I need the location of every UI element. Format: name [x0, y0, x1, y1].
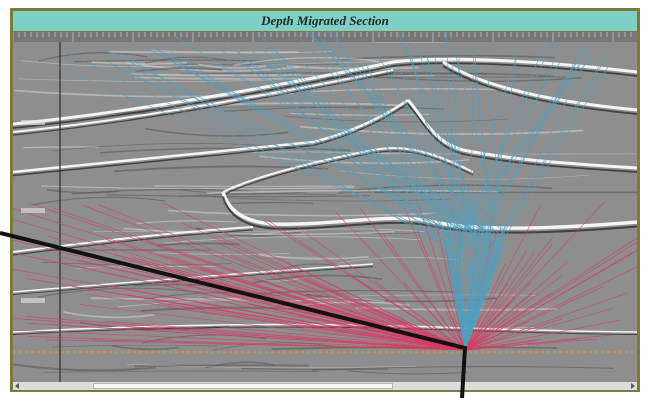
seismic-canvas — [13, 32, 637, 382]
reflector-6 — [221, 191, 637, 230]
reflector-2 — [442, 60, 637, 112]
arrow-left-icon[interactable] — [15, 383, 19, 389]
reflector-0 — [13, 57, 637, 126]
scrollbar-thumb[interactable] — [93, 383, 393, 389]
reflector-7 — [13, 226, 254, 253]
reflector-shadow-4 — [407, 103, 637, 173]
reflector-shadow-1 — [13, 72, 394, 136]
reflector-shadow-2 — [442, 65, 637, 115]
depth-label-mark-0 — [21, 120, 45, 125]
reflector-1 — [13, 69, 394, 133]
depth-label-mark-2 — [21, 298, 45, 303]
horizontal-scrollbar[interactable] — [13, 382, 637, 390]
depth-label-mark-1 — [21, 208, 45, 213]
reflector-shadow-3 — [13, 102, 409, 177]
reflector-shadow-6 — [221, 196, 637, 234]
arrow-right-icon[interactable] — [631, 383, 635, 389]
seismic-section-view[interactable] — [13, 32, 637, 382]
reflector-shadow-5 — [222, 150, 474, 196]
depth-migrated-section-window: Depth Migrated Section — [10, 8, 640, 392]
reflector-shadow-0 — [13, 62, 637, 129]
reflector-4 — [406, 99, 637, 170]
callout-leader-line — [0, 231, 468, 398]
ray-fan-blue — [53, 32, 610, 351]
window-title: Depth Migrated Section — [13, 11, 637, 31]
reflector-3 — [13, 98, 409, 174]
